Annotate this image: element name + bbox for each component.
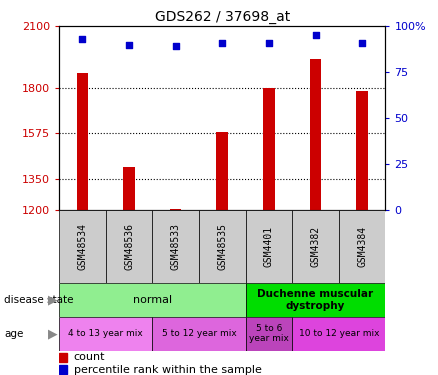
Bar xyxy=(152,210,199,283)
Text: count: count xyxy=(74,352,105,363)
Bar xyxy=(339,210,385,283)
Text: GSM48534: GSM48534 xyxy=(78,223,88,270)
Text: Duchenne muscular
dystrophy: Duchenne muscular dystrophy xyxy=(258,289,374,311)
Point xyxy=(79,36,86,42)
Bar xyxy=(292,210,339,283)
Point xyxy=(126,42,133,48)
Bar xyxy=(59,353,67,362)
Text: GSM4382: GSM4382 xyxy=(311,226,321,267)
Bar xyxy=(246,283,385,317)
Text: normal: normal xyxy=(133,295,172,305)
Bar xyxy=(310,59,321,210)
Bar xyxy=(59,210,106,283)
Bar xyxy=(59,283,246,317)
Bar xyxy=(106,210,152,283)
Bar xyxy=(77,73,88,210)
Point xyxy=(265,40,272,46)
Bar xyxy=(246,317,292,351)
Text: percentile rank within the sample: percentile rank within the sample xyxy=(74,364,261,375)
Bar xyxy=(199,210,246,283)
Bar xyxy=(170,209,181,210)
Bar xyxy=(59,365,67,374)
Point xyxy=(312,33,319,39)
Text: 5 to 12 year mix: 5 to 12 year mix xyxy=(162,329,237,338)
Text: GSM48535: GSM48535 xyxy=(217,223,227,270)
Bar xyxy=(123,167,135,210)
Text: 5 to 6
year mix: 5 to 6 year mix xyxy=(249,324,289,344)
Point xyxy=(359,40,366,46)
Bar xyxy=(263,87,275,210)
Text: ▶: ▶ xyxy=(48,327,58,340)
Text: age: age xyxy=(4,329,24,339)
Text: disease state: disease state xyxy=(4,295,74,305)
Title: GDS262 / 37698_at: GDS262 / 37698_at xyxy=(155,10,290,24)
Text: GSM48536: GSM48536 xyxy=(124,223,134,270)
Bar xyxy=(216,132,228,210)
Text: GSM48533: GSM48533 xyxy=(171,223,180,270)
Point xyxy=(172,44,179,50)
Bar xyxy=(152,317,246,351)
Bar xyxy=(59,317,152,351)
Text: 4 to 13 year mix: 4 to 13 year mix xyxy=(68,329,143,338)
Bar xyxy=(292,317,385,351)
Text: GSM4384: GSM4384 xyxy=(357,226,367,267)
Bar xyxy=(356,91,368,210)
Text: ▶: ▶ xyxy=(48,294,58,306)
Bar xyxy=(246,210,292,283)
Text: GSM4401: GSM4401 xyxy=(264,226,274,267)
Text: 10 to 12 year mix: 10 to 12 year mix xyxy=(299,329,379,338)
Point xyxy=(219,40,226,46)
